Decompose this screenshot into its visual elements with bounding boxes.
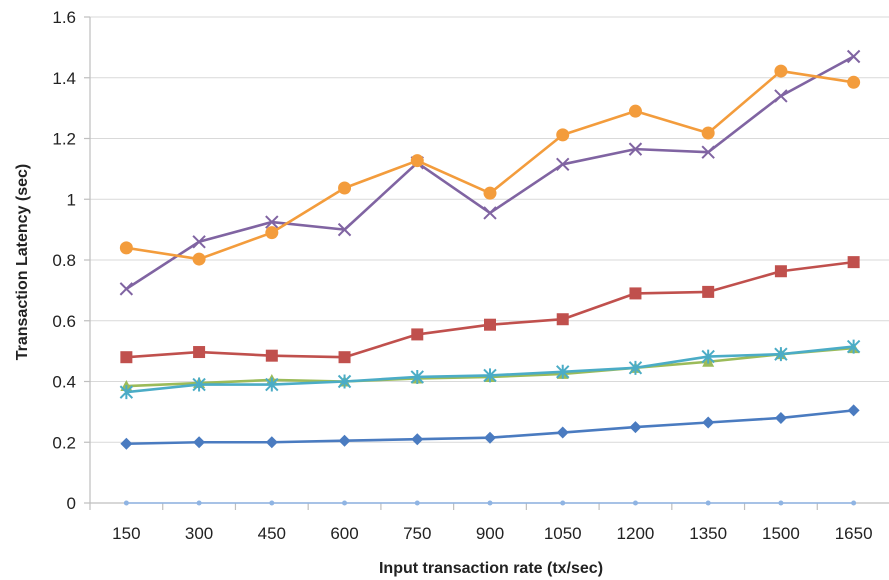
data-point	[338, 181, 352, 195]
y-tick-label: 0.4	[52, 373, 76, 392]
y-tick-label: 1	[67, 190, 76, 209]
data-point	[414, 500, 420, 506]
data-point	[265, 226, 279, 240]
series-4	[119, 339, 861, 400]
y-tick-label: 0.8	[52, 251, 76, 270]
data-point	[119, 282, 134, 296]
y-tick-label: 0	[67, 494, 76, 513]
series-6	[119, 64, 861, 266]
data-point	[556, 426, 569, 439]
data-point	[265, 215, 279, 229]
data-point	[556, 128, 570, 142]
data-point	[337, 222, 352, 237]
data-point	[410, 369, 424, 384]
x-tick-label: 1350	[689, 524, 727, 543]
data-point	[119, 241, 133, 255]
data-point	[556, 364, 570, 379]
data-point	[337, 374, 352, 389]
data-point	[628, 142, 643, 156]
y-tick-label: 0.2	[52, 433, 76, 452]
series-line	[126, 260, 854, 359]
x-tick-label: 1050	[544, 524, 582, 543]
series-2	[120, 256, 860, 364]
data-point	[701, 349, 715, 364]
data-point	[556, 313, 569, 326]
data-point	[483, 186, 497, 200]
data-point	[483, 206, 497, 220]
data-point	[192, 252, 206, 266]
data-point	[846, 49, 861, 64]
data-point	[702, 285, 715, 298]
data-point	[632, 500, 638, 506]
data-point	[702, 416, 715, 429]
y-tick-labels: 0 0.2 0.4 0.6 0.8 1 1.2 1.4 1.6	[52, 8, 76, 513]
data-point	[846, 339, 861, 354]
data-point	[774, 411, 787, 424]
data-point	[628, 104, 642, 118]
y-tick-label: 1.2	[52, 130, 76, 149]
data-point	[774, 265, 787, 278]
x-tick-label: 600	[330, 524, 358, 543]
data-point	[484, 431, 496, 444]
data-point	[265, 436, 278, 449]
series-line	[125, 55, 855, 290]
data-point	[193, 346, 206, 359]
data-point	[705, 500, 711, 506]
data-point	[192, 235, 206, 249]
data-point	[123, 500, 129, 506]
data-point	[411, 433, 424, 446]
data-point	[774, 89, 788, 103]
y-tick-label: 0.6	[52, 312, 76, 331]
data-point	[119, 385, 134, 400]
data-point	[193, 436, 206, 449]
data-point	[342, 500, 348, 506]
x-tick-label: 1200	[617, 524, 655, 543]
data-point	[484, 318, 496, 331]
data-point	[410, 154, 424, 168]
x-axis-title: Input transaction rate (tx/sec)	[379, 560, 603, 577]
data-point	[338, 434, 351, 447]
data-point	[265, 349, 278, 362]
y-tick-label: 1.6	[52, 8, 76, 27]
data-point	[487, 500, 493, 506]
x-tick-label: 900	[476, 524, 504, 543]
series-1	[120, 404, 860, 450]
x-tick-labels: 150 300 450 600 750 900 1050 1200 1350 1500 1650	[112, 524, 872, 543]
data-point	[774, 64, 788, 78]
data-point	[560, 500, 566, 506]
y-axis-title: Transaction Latency (sec)	[14, 164, 31, 361]
data-point	[556, 157, 570, 172]
data-point	[701, 126, 715, 140]
data-point	[120, 437, 133, 450]
y-tick-label: 1.4	[52, 69, 76, 88]
data-point	[192, 377, 206, 392]
data-point	[629, 421, 642, 434]
x-tick-label: 750	[403, 524, 431, 543]
data-point	[411, 328, 424, 341]
data-point	[196, 500, 202, 506]
series-lines	[119, 49, 861, 506]
data-point	[847, 256, 860, 269]
data-point	[628, 360, 643, 375]
x-tick-label: 150	[112, 524, 140, 543]
data-point	[851, 500, 857, 506]
data-point	[629, 287, 642, 300]
data-point	[847, 75, 861, 89]
x-tick-label: 300	[185, 524, 213, 543]
data-point	[265, 377, 279, 392]
data-point	[778, 500, 784, 506]
series-7	[123, 500, 857, 506]
data-point	[847, 404, 860, 417]
series-5	[119, 49, 861, 296]
data-point	[483, 368, 497, 383]
x-tick-label: 1500	[762, 524, 800, 543]
data-point	[120, 351, 133, 364]
data-point	[338, 351, 351, 364]
x-tick-label: 1650	[835, 524, 873, 543]
data-point	[774, 347, 788, 362]
data-point	[269, 500, 275, 506]
data-point	[701, 145, 715, 159]
x-tick-label: 450	[258, 524, 286, 543]
